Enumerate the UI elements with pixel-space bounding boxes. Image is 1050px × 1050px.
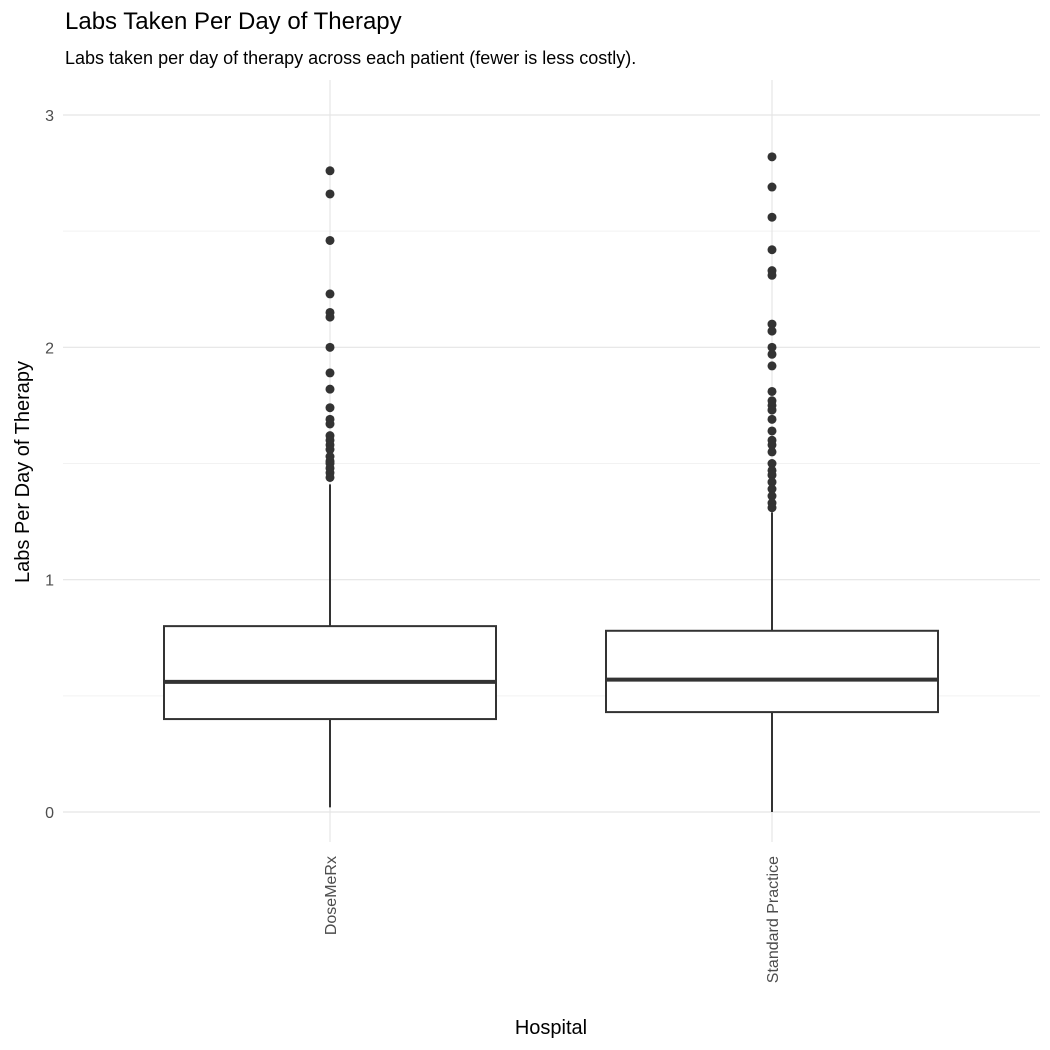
outlier-point (325, 419, 335, 429)
outlier-point (767, 503, 777, 513)
outlier-point (325, 166, 335, 176)
outlier-point (767, 405, 777, 415)
y-tick-label: 2 (45, 340, 54, 357)
outlier-point (767, 319, 777, 329)
outlier-point (767, 386, 777, 396)
outlier-point (325, 472, 335, 482)
box-dosemerx (163, 166, 497, 808)
outlier-point (767, 342, 777, 352)
outlier-point (325, 189, 335, 199)
outlier-point (767, 491, 777, 501)
outlier-point (325, 403, 335, 413)
outlier-point (325, 445, 335, 455)
outlier-point (325, 312, 335, 322)
outlier-point (767, 212, 777, 222)
y-tick-label: 0 (45, 805, 54, 822)
chart-subtitle: Labs taken per day of therapy across eac… (65, 48, 637, 68)
outlier-point (325, 289, 335, 299)
grid-layer (63, 80, 1040, 842)
outlier-point (325, 384, 335, 394)
outlier-point (767, 426, 777, 436)
outlier-point (767, 459, 777, 468)
outlier-point (767, 245, 777, 255)
box-iqr (605, 629, 939, 714)
outlier-point (767, 470, 777, 480)
outlier-point (325, 235, 335, 245)
outlier-point (325, 342, 335, 352)
outlier-point (767, 182, 777, 192)
x-axis-title: Hospital (515, 1017, 587, 1039)
box-layer (163, 152, 939, 812)
outlier-point (767, 414, 777, 424)
box-standard-practice (605, 152, 939, 812)
outlier-point (767, 484, 777, 494)
outlier-point (767, 440, 777, 450)
outlier-point (767, 152, 777, 162)
y-tick-label: 3 (45, 108, 54, 125)
outlier-point (767, 477, 777, 487)
outlier-point (767, 361, 777, 371)
outlier-point (767, 326, 777, 336)
x-tick-label: Standard Practice (765, 856, 782, 983)
y-axis-title: Labs Per Day of Therapy (12, 361, 34, 583)
chart-title: Labs Taken Per Day of Therapy (65, 8, 402, 35)
box-iqr (163, 625, 497, 721)
outlier-point (767, 349, 777, 359)
outlier-point (767, 270, 777, 280)
x-tick-label: DoseMeRx (323, 856, 340, 935)
y-tick-label: 1 (45, 573, 54, 590)
axis-layer: 0 1 2 3 DoseMeRx Standard Practice (45, 108, 782, 983)
outlier-point (767, 447, 777, 457)
outlier-point (325, 368, 335, 378)
